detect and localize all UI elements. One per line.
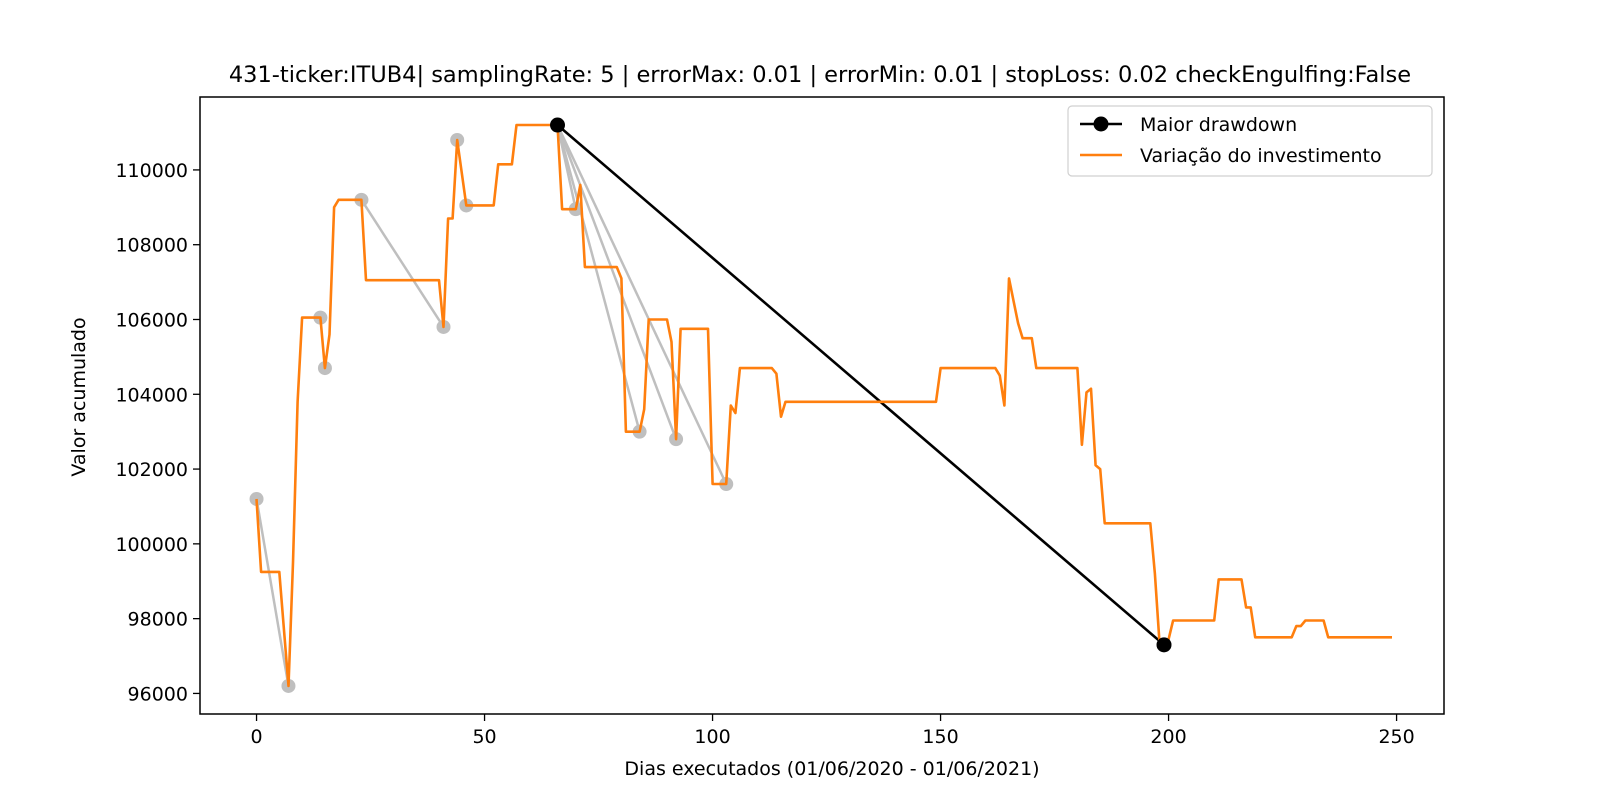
investment-series-line <box>255 123 1392 688</box>
trade-segment <box>556 124 577 210</box>
y-axis-title: Valor acumulado <box>68 317 90 476</box>
y-tick-label: 110000 <box>115 160 188 182</box>
plot-area-frame <box>199 96 1445 715</box>
x-tick-label: 0 <box>250 726 262 748</box>
drawdown-line-layer <box>556 124 1165 646</box>
trade-segment <box>556 124 678 440</box>
chart-title: 431-ticker:ITUB4| samplingRate: 5 | erro… <box>229 62 1411 88</box>
legend-label-investment: Variação do investimento <box>1140 145 1382 167</box>
legend-drawdown-marker <box>1093 116 1109 132</box>
legend-label-drawdown: Maior drawdown <box>1140 114 1297 136</box>
y-axis: 96000 98000 100000 102000 104000 106000 108000… <box>115 160 200 705</box>
y-tick-label: 106000 <box>115 309 188 331</box>
drawdown-line <box>556 124 1165 646</box>
x-tick-label: 200 <box>1150 726 1186 748</box>
y-tick-label: 96000 <box>128 683 188 705</box>
drawdown-markers-layer <box>550 117 1172 653</box>
legend: Maior drawdown Variação do investimento <box>1067 105 1433 177</box>
x-tick-label: 50 <box>472 726 496 748</box>
y-tick-label: 104000 <box>115 384 188 406</box>
trade-segment <box>556 124 728 485</box>
y-tick-label: 100000 <box>115 534 188 556</box>
y-tick-label: 102000 <box>115 459 188 481</box>
legend-frame <box>1067 105 1433 177</box>
x-axis: 0 50 100 150 200 250 <box>250 714 1415 748</box>
trade-marker <box>249 491 264 506</box>
drawdown-point <box>550 117 566 133</box>
y-tick-label: 98000 <box>128 609 188 631</box>
trade-segment <box>556 124 641 432</box>
y-tick-label: 108000 <box>115 235 188 257</box>
x-axis-title: Dias executados (01/06/2020 - 01/06/2021… <box>624 758 1039 780</box>
x-tick-label: 100 <box>694 726 730 748</box>
drawdown-point <box>1156 637 1172 653</box>
trade-segment <box>360 199 445 328</box>
x-tick-label: 150 <box>922 726 958 748</box>
x-tick-label: 250 <box>1378 726 1414 748</box>
trade-segment <box>255 498 290 687</box>
investment-series-layer <box>255 123 1392 688</box>
